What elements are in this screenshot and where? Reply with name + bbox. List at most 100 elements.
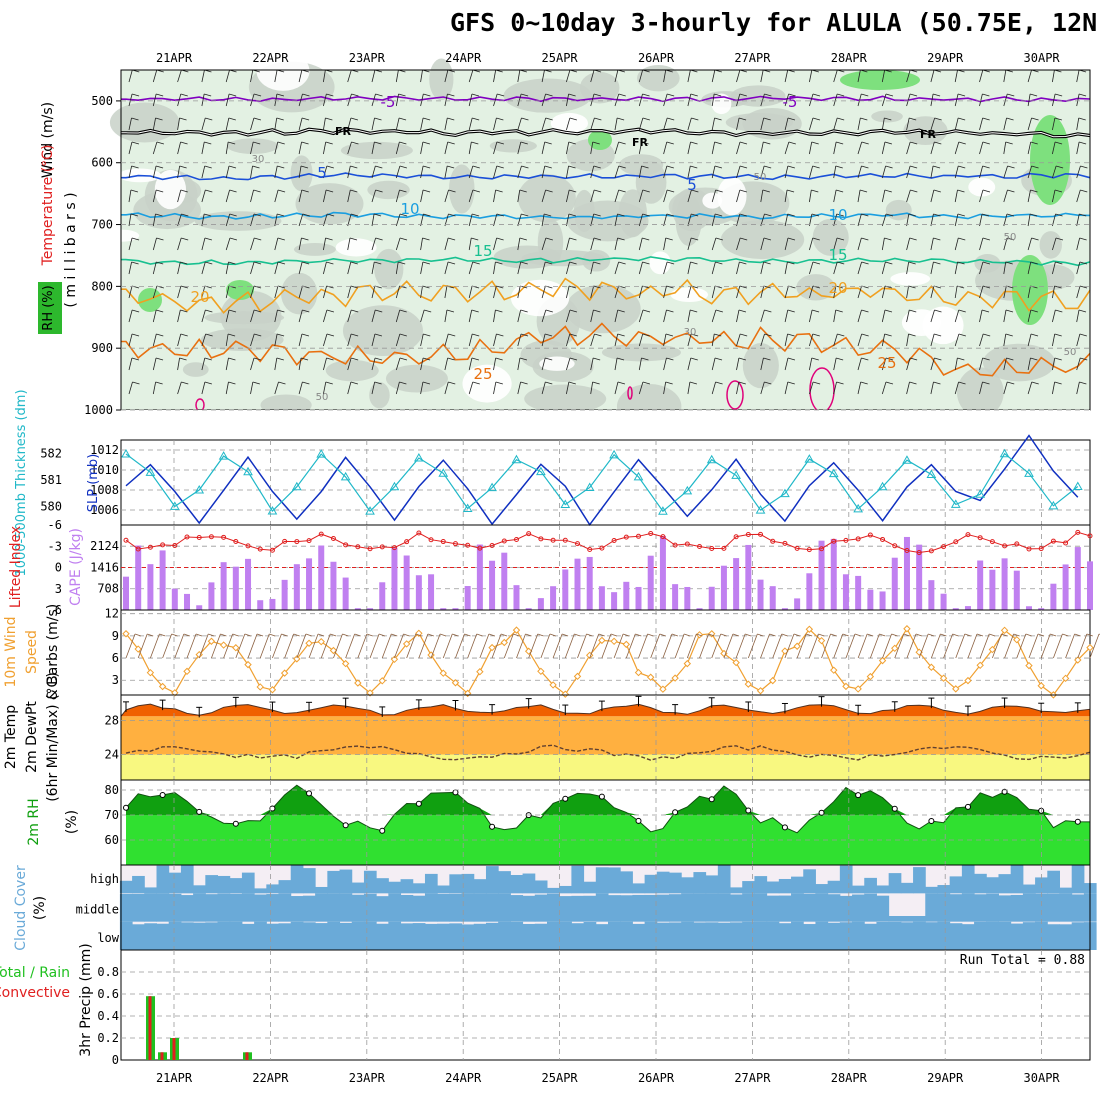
rh-grey-area — [503, 78, 592, 113]
upper-wind-barb — [954, 261, 958, 275]
upper-wind-barb — [517, 261, 522, 275]
upper-wind-barb — [1076, 261, 1081, 275]
upper-wind-barb — [420, 189, 424, 203]
upper-wind-barb-flag — [1005, 333, 1013, 337]
cloud-bar — [913, 867, 926, 894]
cloud-bar — [327, 921, 341, 950]
upper-wind-barb — [517, 357, 521, 371]
cape-bar — [830, 538, 837, 610]
upper-wind-barb — [323, 189, 327, 203]
upper-wind-barb — [833, 333, 838, 347]
cape-bar — [476, 544, 483, 610]
cape-bar — [647, 555, 654, 610]
wind-barb-flag — [976, 633, 984, 637]
upper-wind-barb-flag — [1006, 213, 1015, 217]
cloud-bar — [363, 921, 377, 950]
li-marker — [1050, 538, 1056, 544]
cloud-bar — [705, 893, 719, 922]
upper-wind-barb — [979, 213, 983, 227]
wind-barb — [747, 633, 758, 659]
cloud-bar — [693, 893, 707, 922]
contour-label: 15 — [828, 246, 847, 264]
wind-speed-marker — [219, 641, 228, 649]
upper-wind-barb — [493, 333, 497, 347]
thickness-marker — [438, 468, 449, 477]
upper-wind-barb — [566, 285, 570, 299]
upper-wind-barb-flag — [375, 237, 383, 241]
cloud-bar — [815, 893, 829, 922]
upper-wind-barb — [1027, 213, 1031, 227]
upper-wind-barb — [493, 93, 498, 107]
upper-wind-barb-flag — [399, 309, 407, 313]
upper-wind-barb-flag — [276, 357, 284, 361]
cloud-bar — [754, 876, 768, 894]
wind-barb — [357, 633, 368, 659]
cloud-bar — [559, 896, 572, 922]
li-marker — [672, 542, 678, 548]
cloud-bar — [168, 872, 182, 894]
rh-grey-area — [182, 362, 209, 377]
upper-wind-barb — [809, 189, 812, 203]
wind-barb — [699, 633, 709, 659]
cloud-bar — [498, 893, 511, 922]
upper-wind-barb-flag — [423, 333, 431, 337]
cape-bar — [928, 580, 935, 610]
upper-wind-barb-flag — [180, 261, 188, 265]
upper-wind-barb — [177, 165, 181, 179]
upper-wind-barb — [177, 141, 181, 155]
upper-wind-barb — [347, 285, 352, 299]
wind-speed-marker — [1037, 682, 1045, 690]
cloud-bar — [1059, 924, 1073, 950]
upper-wind-barb-flag — [254, 333, 262, 337]
isotherm-30-contour — [627, 386, 633, 400]
upper-wind-barb — [590, 117, 595, 131]
upper-wind-barb — [1052, 309, 1056, 323]
wind-barb-flag — [683, 633, 691, 637]
rh-grey-area — [1039, 231, 1062, 259]
li-marker — [623, 534, 629, 540]
upper-wind-barb-flag — [982, 117, 990, 121]
upper-wind-barb-flag — [860, 381, 868, 385]
cloud-bar — [473, 879, 487, 894]
li-marker — [440, 539, 446, 545]
wind-barb — [198, 633, 209, 659]
upper-wind-barb — [638, 285, 643, 299]
wind-barb-flag — [159, 633, 166, 637]
upper-wind-barb — [493, 309, 496, 323]
upper-wind-barb-flag — [519, 357, 528, 361]
upper-wind-barb — [663, 285, 667, 299]
date-label-bottom: 24APR — [445, 1071, 482, 1085]
upper-wind-barb — [566, 309, 571, 323]
upper-wind-barb — [152, 213, 156, 227]
cloud-bar — [449, 893, 463, 922]
li-marker — [1075, 529, 1081, 535]
cape-bar — [952, 608, 959, 610]
upper-wind-barb — [687, 261, 691, 275]
upper-wind-barb-flag — [1054, 285, 1062, 289]
upper-wind-barb — [1003, 381, 1008, 395]
cape-bar — [855, 575, 862, 610]
wind-speed-marker — [671, 674, 679, 682]
cloud-bar — [193, 893, 206, 922]
upper-wind-barb — [979, 141, 984, 155]
upper-wind-barb — [614, 381, 619, 395]
upper-wind-barb-flag — [592, 141, 600, 145]
upper-wind-barb-flag — [326, 165, 334, 169]
upper-wind-barb — [784, 165, 789, 179]
upper-wind-barb — [395, 141, 400, 155]
upper-wind-barb-flag — [448, 381, 456, 385]
upper-wind-barb — [298, 309, 303, 323]
wind-barb-flag — [757, 633, 764, 637]
upper-wind-barb — [1076, 213, 1080, 227]
upper-wind-barb-flag — [593, 261, 601, 265]
upper-wind-barb-flag — [1030, 261, 1038, 265]
upper-wind-barb — [833, 261, 838, 275]
cloud-bar — [803, 924, 816, 950]
slp-ytick-label: 1010 — [90, 463, 119, 477]
wind-speed-marker — [891, 644, 899, 653]
upper-wind-barb-flag — [1054, 357, 1062, 361]
upper-wind-barb — [687, 141, 691, 155]
wind-speed-marker — [524, 647, 533, 655]
wind-barb-flag — [195, 633, 203, 637]
wind-speed-marker — [781, 647, 789, 655]
